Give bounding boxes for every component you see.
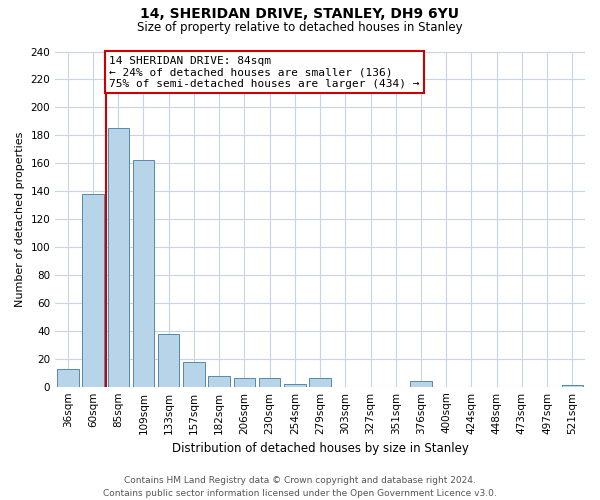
Bar xyxy=(259,378,280,386)
Bar xyxy=(107,128,129,386)
Text: Contains HM Land Registry data © Crown copyright and database right 2024.
Contai: Contains HM Land Registry data © Crown c… xyxy=(103,476,497,498)
Bar xyxy=(158,334,179,386)
Bar xyxy=(82,194,104,386)
Bar xyxy=(284,384,305,386)
Bar xyxy=(208,376,230,386)
Bar xyxy=(57,368,79,386)
Bar xyxy=(233,378,255,386)
Bar xyxy=(133,160,154,386)
Y-axis label: Number of detached properties: Number of detached properties xyxy=(15,132,25,307)
Text: 14 SHERIDAN DRIVE: 84sqm
← 24% of detached houses are smaller (136)
75% of semi-: 14 SHERIDAN DRIVE: 84sqm ← 24% of detach… xyxy=(109,56,420,89)
Text: Size of property relative to detached houses in Stanley: Size of property relative to detached ho… xyxy=(137,21,463,34)
Bar xyxy=(410,381,432,386)
Text: 14, SHERIDAN DRIVE, STANLEY, DH9 6YU: 14, SHERIDAN DRIVE, STANLEY, DH9 6YU xyxy=(140,8,460,22)
X-axis label: Distribution of detached houses by size in Stanley: Distribution of detached houses by size … xyxy=(172,442,469,455)
Bar xyxy=(310,378,331,386)
Bar xyxy=(183,362,205,386)
